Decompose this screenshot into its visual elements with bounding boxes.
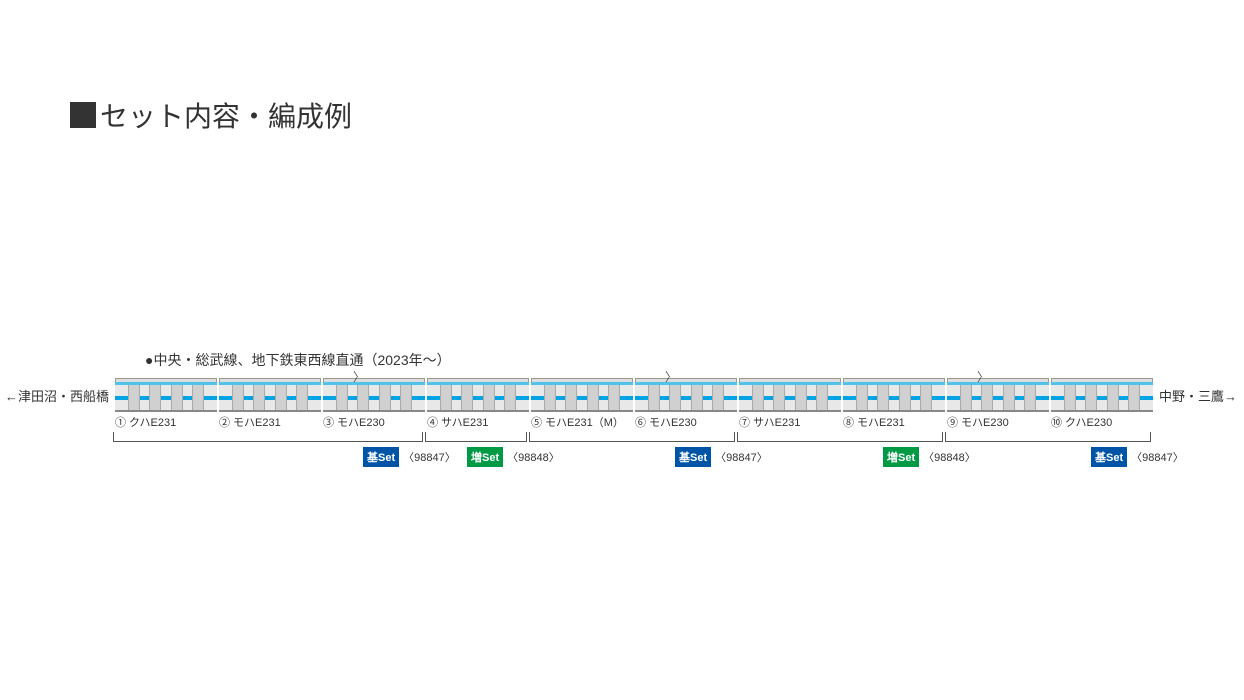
train-car <box>843 378 945 412</box>
badge-label: 増Set <box>467 447 503 467</box>
car-label: ① クハE231 <box>113 414 215 430</box>
car-label: ③ モハE230 <box>321 414 423 430</box>
set-badge: 基Set〈98847〉 <box>1091 448 1184 466</box>
train-car <box>739 378 841 412</box>
section-heading: セット内容・編成例 <box>70 95 352 135</box>
destination-left: ←津田沼・西船橋 <box>5 386 109 405</box>
brackets-row <box>113 430 1239 444</box>
badge-code: 〈98848〉 <box>923 449 976 465</box>
pantograph-icon: 〉 <box>665 368 677 385</box>
badge-label: 増Set <box>883 447 919 467</box>
badge-code: 〈98847〉 <box>715 449 768 465</box>
line-service-label: ●中央・総武線、地下鉄東西線直通（2023年～） <box>145 350 1239 370</box>
badge-code: 〈98847〉 <box>403 449 456 465</box>
set-bracket <box>113 432 423 442</box>
badge-label: 基Set <box>675 447 711 467</box>
car-label: ⑥ モハE230 <box>633 414 735 430</box>
car-label: ⑨ モハE230 <box>945 414 1047 430</box>
car-label: ⑧ モハE231 <box>841 414 943 430</box>
train-car: 〉 <box>635 378 737 412</box>
pantograph-icon: 〉 <box>353 368 365 385</box>
train-car: 〉 <box>947 378 1049 412</box>
train-car <box>531 378 633 412</box>
train-car: 〉 <box>323 378 425 412</box>
formation-row: ←津田沼・西船橋 〉 〉 〉 中野・三鷹→ <box>5 378 1239 412</box>
train-car <box>427 378 529 412</box>
car-labels-row: ① クハE231② モハE231③ モハE230④ サハE231⑤ モハE231… <box>113 414 1239 430</box>
set-bracket <box>945 432 1151 442</box>
car-label: ② モハE231 <box>217 414 319 430</box>
badge-code: 〈98847〉 <box>1131 449 1184 465</box>
pantograph-icon: 〉 <box>977 368 989 385</box>
car-label: ⑦ サハE231 <box>737 414 839 430</box>
set-badge: 基Set〈98847〉 <box>363 448 456 466</box>
destination-right: 中野・三鷹→ <box>1159 386 1237 405</box>
set-bracket <box>737 432 943 442</box>
set-badge: 基Set〈98847〉 <box>675 448 768 466</box>
set-badge: 増Set〈98848〉 <box>883 448 976 466</box>
set-bracket <box>425 432 527 442</box>
formation-diagram: ●中央・総武線、地下鉄東西線直通（2023年～） ←津田沼・西船橋 〉〉〉 中野… <box>5 350 1239 468</box>
train-car <box>115 378 217 412</box>
badge-label: 基Set <box>1091 447 1127 467</box>
car-label: ④ サハE231 <box>425 414 527 430</box>
set-badge: 増Set〈98848〉 <box>467 448 560 466</box>
car-label: ⑩ クハE230 <box>1049 414 1151 430</box>
set-badges-row: 基Set〈98847〉増Set〈98848〉基Set〈98847〉増Set〈98… <box>113 448 1239 468</box>
car-list: 〉 〉 〉 <box>115 378 1153 412</box>
heading-text: セット内容・編成例 <box>100 95 352 135</box>
train-car <box>219 378 321 412</box>
car-label: ⑤ モハE231（M） <box>529 414 631 430</box>
set-bracket <box>529 432 735 442</box>
train-car <box>1051 378 1153 412</box>
badge-label: 基Set <box>363 447 399 467</box>
heading-square-icon <box>70 102 96 128</box>
badge-code: 〈98848〉 <box>507 449 560 465</box>
